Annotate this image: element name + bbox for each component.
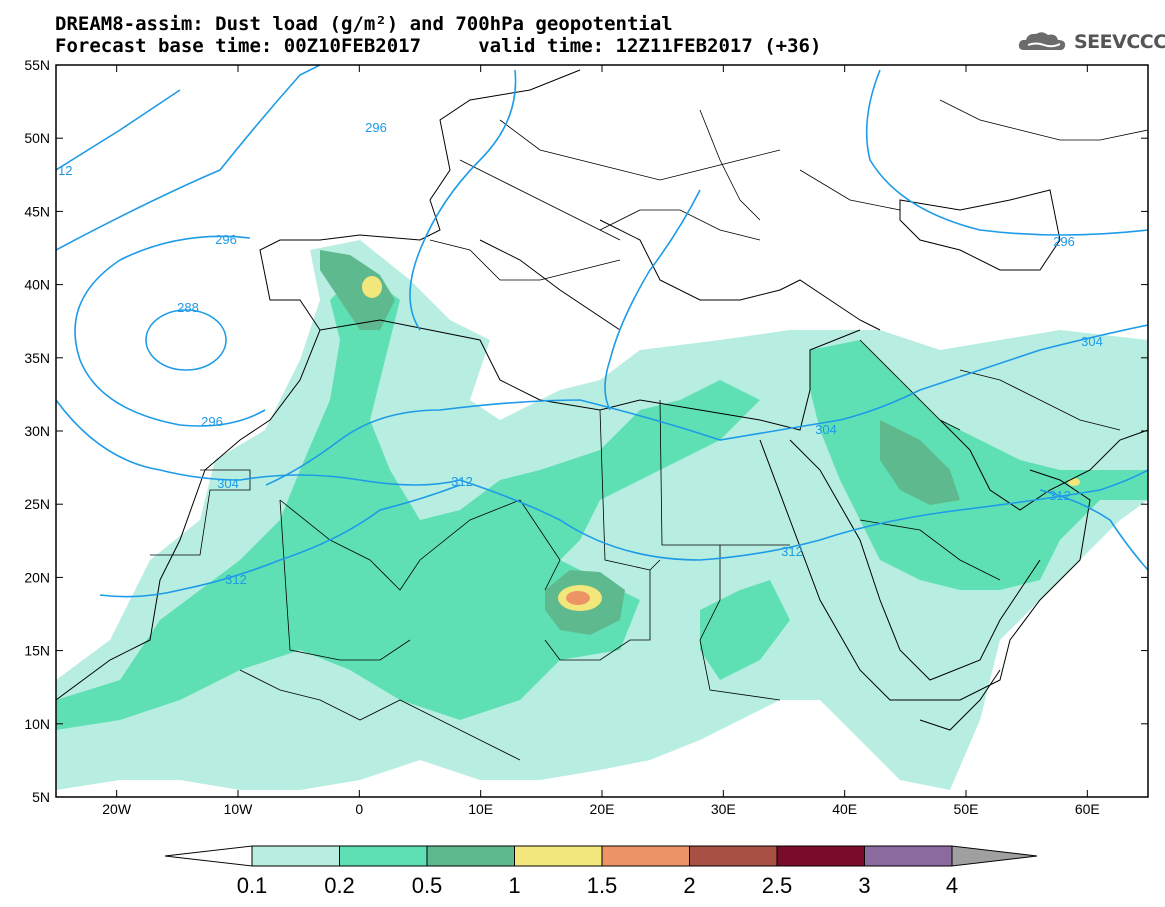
longitude-label: 20W (102, 801, 132, 817)
contour-label: 296 (201, 414, 223, 429)
coastlines (56, 69, 1148, 731)
contour-label: 288 (177, 300, 199, 315)
dust-region-dense-arabia (880, 420, 960, 505)
contour-label: 312 (1049, 488, 1071, 503)
colorbar-segment (251, 845, 340, 867)
cloud-icon (1018, 32, 1066, 51)
dust-field (56, 65, 1148, 790)
contour-label: 312 (781, 544, 803, 559)
dust-region-medium-sudan (700, 580, 790, 680)
longitude-labels: 20W 10W 0 10E 20E 30E 40E 50E 60E (102, 801, 1100, 817)
contour-label: 12 (58, 163, 72, 178)
latitude-label: 15N (24, 643, 50, 659)
latitude-label: 35N (24, 350, 50, 366)
colorbar-segment (426, 845, 515, 867)
longitude-label: 0 (355, 801, 363, 817)
colorbar-label: 1.5 (587, 873, 618, 898)
dust-hotspot-iberia (362, 276, 382, 298)
longitude-label: 50E (954, 801, 979, 817)
geopotential-contours (56, 65, 1148, 598)
seevccc-logo: SEEVCCC (1018, 30, 1165, 54)
colorbar-label: 0.1 (237, 873, 268, 898)
longitude-label: 10W (224, 801, 254, 817)
dust-hotspot-chad-core (566, 591, 590, 605)
dust-hotspot-oman (1068, 478, 1080, 486)
colorbar-label: 1 (508, 873, 520, 898)
colorbar-segment (689, 845, 778, 867)
latitude-label: 20N (24, 569, 50, 585)
axis-ticks (56, 64, 1148, 798)
latitude-label: 50N (24, 130, 50, 146)
longitude-label: 20E (590, 801, 615, 817)
latitude-label: 45N (24, 203, 50, 219)
latitude-label: 5N (32, 789, 50, 805)
latitude-label: 40N (24, 277, 50, 293)
longitude-label: 40E (832, 801, 857, 817)
longitude-label: 10E (468, 801, 493, 817)
latitude-label: 55N (24, 57, 50, 73)
colorbar-label: 2 (683, 873, 695, 898)
colorbar-segment (864, 845, 953, 867)
contour-label: 312 (225, 572, 247, 587)
logo-text: SEEVCCC (1074, 31, 1165, 53)
contour-labels: 296 312 296 288 296 304 312 304 304 312 296 312 12 (58, 120, 1103, 587)
contour-label: 304 (217, 476, 239, 491)
colorbar-label: 3 (858, 873, 870, 898)
dust-region-dense-iberia (320, 250, 395, 330)
latitude-label: 25N (24, 496, 50, 512)
colorbar-label: 2.5 (762, 873, 793, 898)
colorbar-under-arrow (164, 845, 253, 867)
colorbar: 0.1 0.2 0.5 1 1.5 2 2.5 3 4 (164, 845, 1038, 898)
country-borders (150, 99, 1148, 761)
colorbar-segment (514, 845, 603, 867)
colorbar-label: 4 (946, 873, 958, 898)
colorbar-label: 0.2 (324, 873, 355, 898)
contour-label: 304 (1081, 334, 1103, 349)
latitude-label: 10N (24, 716, 50, 732)
colorbar-over-arrow (951, 845, 1038, 867)
longitude-label: 60E (1075, 801, 1100, 817)
colorbar-segment (776, 845, 865, 867)
colorbar-label: 0.5 (412, 873, 443, 898)
map-subtitle: Forecast base time: 00Z10FEB2017 valid t… (55, 35, 822, 57)
colorbar-segment (339, 845, 428, 867)
contour-label: 312 (451, 474, 473, 489)
map-title: DREAM8-assim: Dust load (g/m²) and 700hP… (55, 13, 673, 35)
latitude-labels: 55N 50N 45N 40N 35N 30N 25N 20N 15N 10N 5N (24, 57, 50, 805)
contour-label: 296 (215, 232, 237, 247)
longitude-label: 30E (711, 801, 736, 817)
colorbar-segment (601, 845, 690, 867)
contour-label: 304 (815, 422, 837, 437)
latitude-label: 30N (24, 423, 50, 439)
contour-label: 296 (1053, 234, 1075, 249)
contour-label: 296 (365, 120, 387, 135)
